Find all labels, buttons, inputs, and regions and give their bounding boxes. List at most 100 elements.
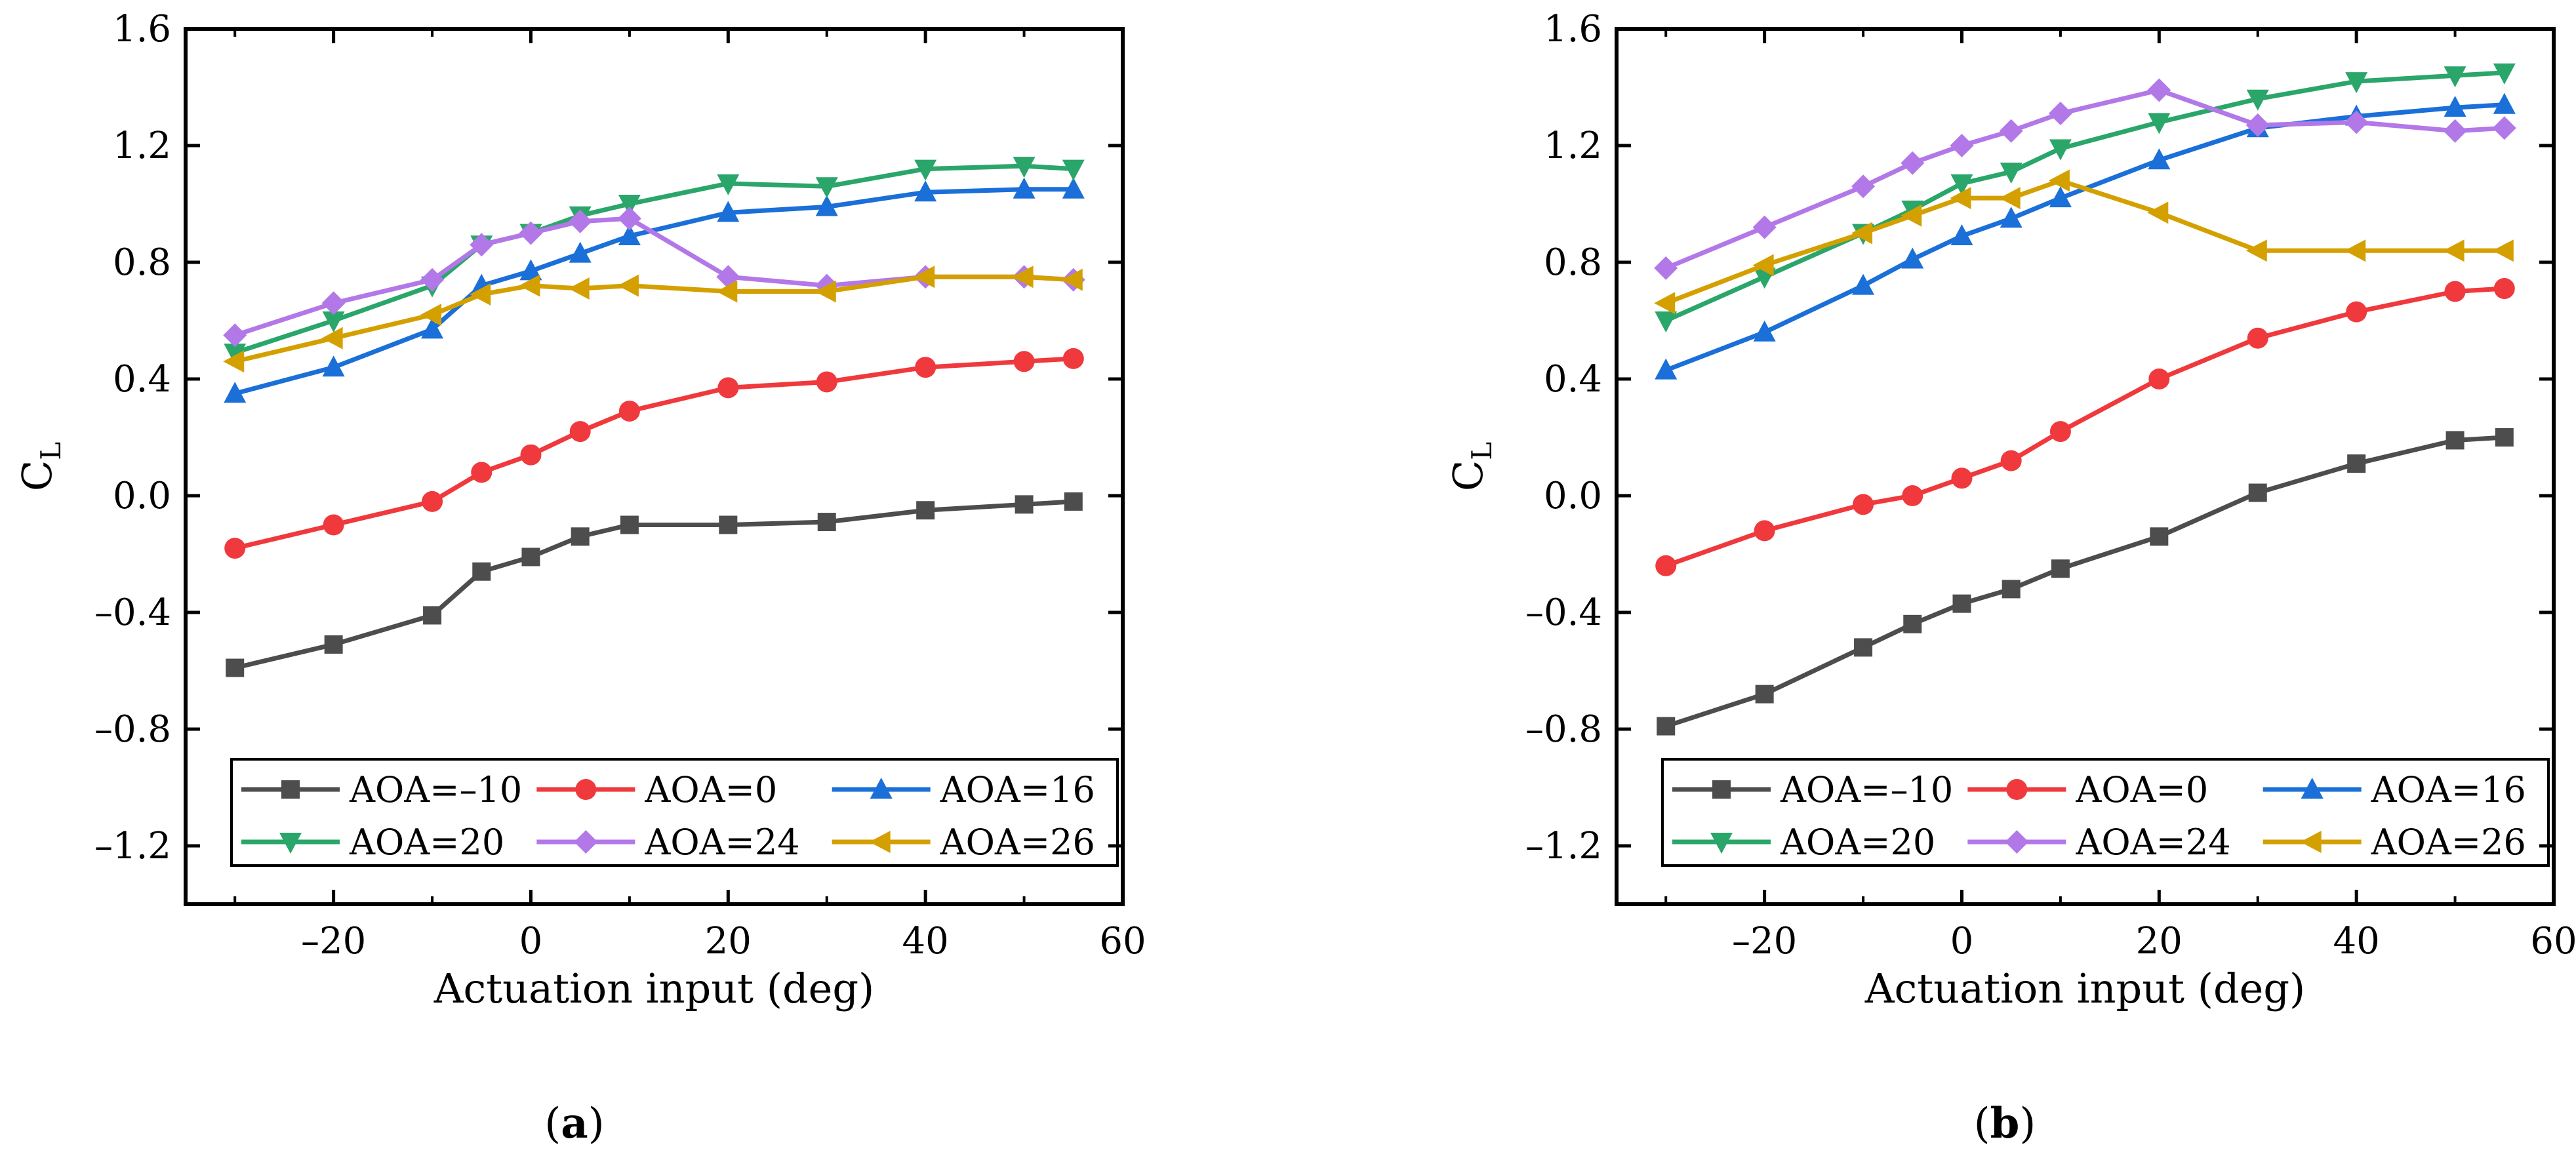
- x-tick-label-0: –20: [301, 920, 366, 963]
- y-axis-title-main: C: [13, 460, 61, 491]
- data-point-s1-p10: [1013, 351, 1035, 372]
- data-point-s2-p9: [914, 180, 937, 202]
- legend-label-3: AOA=20: [1780, 822, 1935, 863]
- y-tick-label-3: 0.0: [113, 475, 171, 517]
- data-point-s4-p2: [420, 268, 445, 292]
- legend-label-3: AOA=20: [349, 822, 504, 863]
- data-point-s1-p5: [2000, 450, 2022, 471]
- data-point-s0-p10: [2445, 431, 2465, 450]
- y-tick-label-6: 1.2: [113, 125, 171, 167]
- data-point-s4-p5: [1999, 119, 2023, 143]
- y-tick-label-0: –1.2: [1525, 825, 1602, 867]
- data-point-s0-p5: [571, 527, 590, 546]
- legend-marker-0: [281, 780, 300, 799]
- data-point-s0-p1: [1755, 685, 1774, 704]
- y-tick-label-3: 0.0: [1544, 475, 1602, 517]
- data-point-s3-p0: [224, 343, 247, 365]
- data-point-s0-p2: [423, 606, 442, 625]
- series-line-2: [1664, 102, 2505, 372]
- data-point-s5-p8: [815, 280, 836, 303]
- legend-label-2: AOA=16: [2371, 769, 2526, 810]
- data-point-s4-p4: [1950, 134, 1974, 157]
- x-axis-title: Actuation input (deg): [433, 965, 874, 1012]
- data-point-s4-p0: [223, 323, 247, 348]
- data-point-s0-p7: [2150, 527, 2169, 546]
- legend-label-5: AOA=26: [2371, 822, 2526, 863]
- data-point-s3-p9: [2345, 72, 2368, 94]
- legend-label-2: AOA=16: [940, 769, 1095, 810]
- panel-label-letter: b: [1990, 1099, 2020, 1148]
- data-point-s5-p0: [223, 350, 245, 373]
- chart-panel-a: AOA=–10 AOA=0 AOA=16 AOA=20 AOA=24 AOA=26 –1.2…: [13, 8, 1146, 1148]
- legend-label-5: AOA=26: [940, 822, 1095, 863]
- series-line-2: [234, 187, 1074, 396]
- legend-marker-3: [279, 833, 302, 854]
- data-point-s4-p4: [519, 221, 543, 245]
- data-point-s1-p8: [2247, 327, 2268, 349]
- data-point-s1-p2: [1853, 494, 1874, 515]
- data-point-s1-p11: [2493, 278, 2515, 300]
- data-point-s5-p11: [2492, 239, 2514, 262]
- x-tick-label-4: 60: [2530, 920, 2576, 963]
- data-point-s3-p6: [618, 195, 641, 216]
- data-point-s0-p7: [719, 515, 738, 534]
- data-point-s1-p8: [816, 371, 837, 393]
- data-point-s3-p1: [322, 311, 345, 332]
- data-point-s5-p5: [568, 277, 590, 300]
- data-point-s0-p0: [1657, 717, 1676, 736]
- panel-label: (a): [544, 1099, 604, 1148]
- legend-label-1: AOA=0: [2075, 769, 2208, 810]
- panel-label: (b): [1974, 1099, 2036, 1148]
- y-axis-title-subscript: L: [1466, 442, 1498, 460]
- y-tick-label-4: 0.4: [1544, 358, 1602, 401]
- series-line-0: [1665, 435, 2505, 728]
- legend-label-0: AOA=–10: [1780, 769, 1953, 810]
- y-axis-title: CL: [13, 442, 67, 491]
- data-point-s0-p5: [2002, 580, 2021, 599]
- data-point-s3-p5: [2000, 163, 2023, 184]
- data-point-s5-p1: [321, 327, 343, 349]
- data-point-s1-p6: [2049, 421, 2071, 443]
- data-point-s2-p4: [519, 259, 542, 281]
- y-tick-label-2: –0.4: [1525, 591, 1602, 634]
- legend-marker-1: [2006, 779, 2028, 800]
- data-point-s0-p11: [2495, 428, 2514, 447]
- data-point-s2-p7: [717, 201, 740, 222]
- data-point-s3-p8: [2246, 89, 2269, 111]
- legend-label-4: AOA=24: [2075, 822, 2230, 863]
- legend-marker-2: [2301, 778, 2324, 799]
- data-point-s4-p9: [2345, 110, 2369, 134]
- data-point-s2-p7: [2148, 148, 2171, 170]
- data-point-s5-p9: [2345, 239, 2366, 262]
- y-tick-label-5: 0.8: [1544, 241, 1602, 284]
- data-point-s4-p1: [321, 291, 346, 315]
- data-point-s2-p2: [1852, 273, 1875, 295]
- data-point-s1-p7: [717, 377, 739, 399]
- legend-box: [1661, 758, 2550, 867]
- y-axis-title-main: C: [1444, 460, 1492, 491]
- data-point-s2-p6: [618, 224, 641, 245]
- data-point-s3-p8: [815, 177, 838, 199]
- x-tick-label-2: 20: [2136, 920, 2183, 963]
- y-tick-label-0: –1.2: [94, 825, 171, 867]
- legend-marker-3: [1710, 833, 1733, 854]
- series-line-5: [234, 274, 1074, 364]
- data-point-s5-p4: [519, 274, 540, 297]
- series-line-4: [1664, 87, 2505, 271]
- data-point-s0-p8: [817, 513, 836, 532]
- data-point-s5-p3: [1901, 204, 1922, 227]
- y-tick-label-7: 1.6: [1544, 8, 1602, 50]
- data-point-s0-p11: [1064, 492, 1083, 511]
- data-point-s0-p2: [1854, 638, 1873, 657]
- data-point-s5-p3: [470, 283, 491, 306]
- panel-label-letter: a: [561, 1099, 588, 1148]
- data-point-s1-p3: [471, 462, 493, 483]
- data-point-s0-p10: [1015, 495, 1034, 514]
- data-point-s0-p3: [472, 562, 491, 581]
- data-point-s1-p5: [569, 421, 591, 443]
- data-point-s1-p0: [224, 538, 246, 559]
- data-point-s2-p11: [1062, 177, 1085, 199]
- data-point-s2-p5: [2000, 207, 2023, 228]
- data-point-s4-p3: [1901, 151, 1925, 175]
